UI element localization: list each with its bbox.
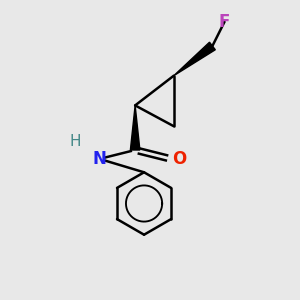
Text: H: H <box>70 134 81 148</box>
Text: N: N <box>92 150 106 168</box>
Polygon shape <box>174 42 215 76</box>
Text: O: O <box>172 150 186 168</box>
Text: F: F <box>219 13 230 31</box>
Polygon shape <box>130 105 140 150</box>
